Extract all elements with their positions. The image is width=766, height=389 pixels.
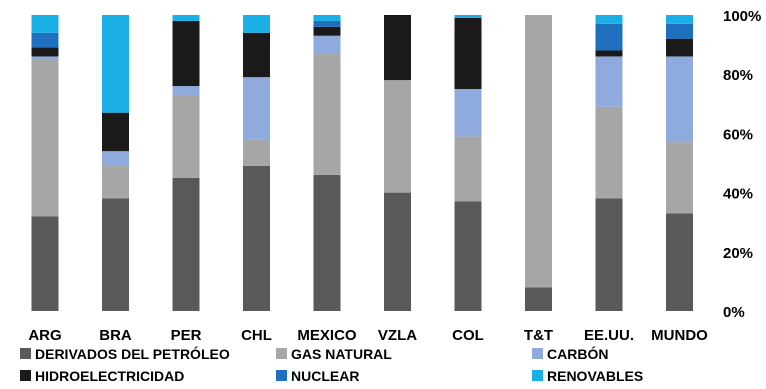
bar-segment-chl-0 [243,165,270,311]
bar-segment-tt-1 [525,15,552,288]
bar-segment-per-3 [172,20,200,87]
bar-segment-mundo-4 [666,23,693,39]
y-tick-label: 100% [723,8,761,25]
y-axis-labels: 0% 20% 40% 60% 80% 100% [723,8,761,321]
legend-label: NUCLEAR [291,368,359,384]
bar-segment-arg-5 [31,15,59,33]
bar-segment-eeuu-1 [595,106,623,199]
bar-segment-mundo-5 [666,15,693,24]
bar-segment-vzla-3 [384,15,411,81]
bar-segment-col-0 [454,201,482,311]
legend-label: CARBÓN [547,345,608,362]
bar-segment-per-2 [172,86,200,95]
x-tick-label: CHL [241,327,272,344]
bar-segment-chl-1 [243,139,270,166]
bar-segment-mexico-4 [313,20,341,27]
bar-segment-chl-5 [243,15,270,33]
bar-segment-mundo-3 [666,38,693,57]
legend-swatch [276,370,287,381]
x-tick-label: T&T [524,327,553,344]
legend-label: GAS NATURAL [291,346,392,362]
legend-label: HIDROELECTRICIDAD [35,368,184,384]
legend: DERIVADOS DEL PETRÓLEO GAS NATURAL CARBÓN H… [20,345,643,384]
legend-swatch [276,348,287,359]
bar-segment-mundo-1 [666,142,693,214]
legend-swatch [20,348,31,359]
bar-segment-chl-3 [243,32,270,78]
bar-segment-eeuu-5 [595,15,623,24]
bar-segment-bra-1 [102,165,129,199]
bar-segment-col-2 [454,89,482,137]
x-tick-label: MUNDO [651,327,708,344]
bar-segment-eeuu-2 [595,56,623,107]
bar-segment-mundo-2 [666,56,693,143]
bar-segment-arg-4 [31,32,59,48]
bar-segment-vzla-0 [384,192,411,311]
bar-segment-mexico-3 [313,26,341,36]
bar-segment-col-1 [454,136,482,202]
y-tick-label: 0% [723,304,745,321]
bar-segment-bra-2 [102,151,129,166]
x-tick-label: VZLA [378,327,417,344]
x-tick-label: BRA [99,327,132,344]
y-tick-label: 40% [723,186,753,203]
bar-segment-per-5 [172,15,200,21]
bar-segment-arg-1 [31,59,59,217]
bar-segment-bra-0 [102,198,129,311]
legend-label: RENOVABLES [547,368,643,384]
bar-segment-mexico-5 [313,15,341,21]
bar-segment-eeuu-0 [595,198,623,311]
y-tick-label: 20% [723,245,753,262]
bars-layer [31,15,693,311]
x-tick-label: MEXICO [297,327,357,344]
bar-segment-arg-0 [31,216,59,311]
x-axis-labels: ARG BRA PER CHL MEXICO VZLA COL T&T EE.UU. MUNDO [28,327,708,344]
bar-segment-col-3 [454,17,482,89]
y-tick-label: 60% [723,126,753,143]
bar-segment-col-5 [454,15,482,18]
bar-segment-per-1 [172,94,200,178]
x-tick-label: ARG [28,327,61,344]
bar-segment-arg-3 [31,47,59,57]
bar-segment-mexico-1 [313,53,341,175]
bar-segment-eeuu-3 [595,50,623,57]
bar-segment-bra-5 [102,15,129,113]
legend-swatch [532,370,543,381]
y-tick-label: 80% [723,67,753,84]
bar-segment-vzla-1 [384,80,411,193]
bar-segment-chl-2 [243,77,270,140]
legend-swatch [532,348,543,359]
x-tick-label: EE.UU. [584,327,634,344]
legend-label: DERIVADOS DEL PETRÓLEO [35,345,230,362]
bar-segment-mundo-0 [666,213,693,311]
bar-segment-per-0 [172,177,200,311]
x-tick-label: PER [171,327,202,344]
legend-swatch [20,370,31,381]
bar-segment-mexico-0 [313,174,341,311]
bar-segment-eeuu-4 [595,23,623,51]
x-tick-label: COL [452,327,484,344]
bar-segment-arg-2 [31,56,59,60]
bar-segment-mexico-2 [313,35,341,54]
bar-segment-tt-0 [525,287,552,311]
bar-segment-bra-3 [102,112,129,152]
